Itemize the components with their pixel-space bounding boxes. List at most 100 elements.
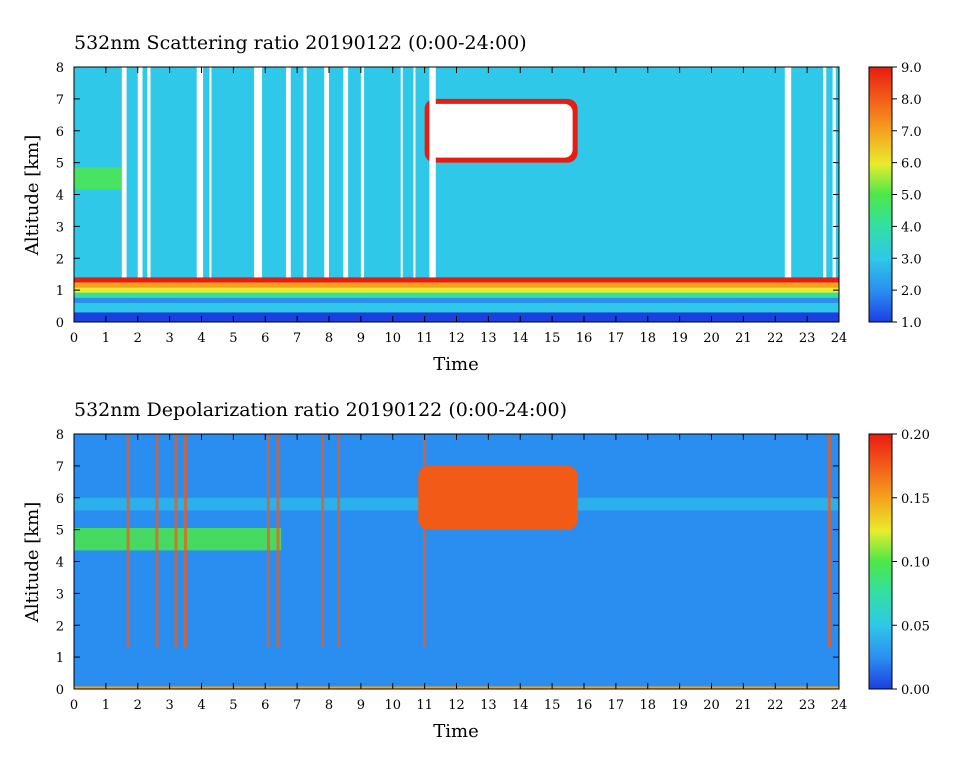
x-tick-label: 22 bbox=[767, 331, 784, 346]
y-axis-label: Altitude [km] bbox=[22, 135, 43, 257]
missing-data-column bbox=[147, 67, 151, 278]
colorbar-tick-label: 2.0 bbox=[901, 284, 922, 299]
y-tick-label: 8 bbox=[56, 61, 64, 76]
x-tick-label: 0 bbox=[70, 331, 78, 346]
x-tick-label: 6 bbox=[261, 698, 269, 713]
colorbar-tick-label: 9.0 bbox=[901, 61, 922, 76]
cloud-region bbox=[418, 465, 578, 530]
depolarization-ratio-panel: 532nm Depolarization ratio 20190122 (0:0… bbox=[22, 399, 930, 742]
x-axis-ticks: 0 1 2 3 4 5 6 7 8 9 10 11 12 13 14 15 16 17 18 19 20 21 22 23 24 bbox=[70, 67, 847, 346]
x-tick-label: 19 bbox=[671, 698, 688, 713]
y-tick-label: 7 bbox=[56, 460, 64, 475]
y-tick-label: 8 bbox=[56, 428, 64, 443]
depolarization-streak bbox=[174, 434, 178, 648]
x-tick-label: 11 bbox=[416, 698, 433, 713]
missing-data-column bbox=[413, 67, 416, 278]
missing-data-column bbox=[196, 67, 204, 278]
colorbar-tick-label: 0.20 bbox=[901, 428, 930, 443]
boundary-layer-band bbox=[74, 287, 839, 293]
x-tick-label: 3 bbox=[165, 331, 173, 346]
depolarization-streak bbox=[337, 434, 341, 648]
x-tick-label: 12 bbox=[448, 698, 465, 713]
elevated-layer bbox=[74, 528, 282, 551]
colorbar-ticks: 0.00 0.05 0.10 0.15 0.20 bbox=[892, 428, 930, 698]
x-tick-label: 8 bbox=[325, 331, 333, 346]
boundary-layer-band bbox=[74, 292, 839, 298]
colorbar-tick-label: 8.0 bbox=[901, 93, 922, 108]
x-tick-label: 23 bbox=[799, 331, 816, 346]
x-tick-label: 0 bbox=[70, 698, 78, 713]
x-tick-label: 1 bbox=[102, 698, 110, 713]
x-tick-label: 21 bbox=[735, 331, 752, 346]
x-tick-label: 3 bbox=[165, 698, 173, 713]
depolarization-streak bbox=[423, 434, 427, 648]
cloud-core bbox=[429, 103, 573, 158]
colorbar-tick-label: 4.0 bbox=[901, 220, 922, 235]
x-tick-label: 17 bbox=[608, 698, 625, 713]
x-tick-label: 17 bbox=[608, 331, 625, 346]
missing-data-column bbox=[784, 67, 792, 278]
colorbar bbox=[868, 66, 893, 323]
depolarization-streak bbox=[126, 434, 130, 648]
y-tick-label: 0 bbox=[56, 683, 64, 698]
x-tick-label: 18 bbox=[639, 698, 656, 713]
x-tick-label: 5 bbox=[229, 331, 237, 346]
x-axis-label: Time bbox=[433, 354, 478, 375]
depolarization-streak bbox=[266, 434, 270, 648]
x-tick-label: 8 bbox=[325, 698, 333, 713]
y-axis-ticks: 0 1 2 3 4 5 6 7 8 bbox=[56, 428, 839, 698]
colorbar-tick-label: 0.10 bbox=[901, 556, 930, 571]
x-tick-label: 13 bbox=[480, 331, 497, 346]
depolarization-streak bbox=[827, 434, 831, 648]
y-tick-label: 2 bbox=[56, 252, 64, 267]
y-tick-label: 3 bbox=[56, 220, 64, 235]
x-tick-label: 13 bbox=[480, 698, 497, 713]
y-tick-label: 5 bbox=[56, 524, 64, 539]
colorbar-tick-label: 1.0 bbox=[901, 316, 922, 331]
x-tick-label: 9 bbox=[357, 331, 365, 346]
x-tick-label: 20 bbox=[703, 331, 720, 346]
x-tick-label: 14 bbox=[512, 698, 529, 713]
x-axis-ticks: 0 1 2 3 4 5 6 7 8 9 10 11 12 13 14 15 16 17 18 19 20 21 22 23 24 bbox=[70, 434, 847, 713]
x-tick-label: 15 bbox=[544, 698, 561, 713]
x-axis-label: Time bbox=[433, 721, 478, 742]
depolarization-streak bbox=[184, 434, 188, 648]
x-tick-label: 7 bbox=[293, 698, 301, 713]
missing-data-column bbox=[343, 67, 349, 278]
colorbar-tick-label: 0.05 bbox=[901, 619, 930, 634]
y-tick-label: 1 bbox=[56, 284, 64, 299]
y-axis-label: Altitude [km] bbox=[22, 502, 43, 624]
heatmap-plot-area bbox=[74, 67, 839, 322]
x-tick-label: 11 bbox=[416, 331, 433, 346]
y-axis-ticks: 0 1 2 3 4 5 6 7 8 bbox=[56, 61, 839, 331]
x-tick-label: 10 bbox=[384, 698, 401, 713]
x-tick-label: 16 bbox=[576, 698, 593, 713]
missing-data-column bbox=[254, 67, 263, 278]
depolarization-streak bbox=[155, 434, 159, 648]
colorbar-ticks: 1.0 2.0 3.0 4.0 5.0 6.0 7.0 8.0 9.0 bbox=[892, 61, 922, 331]
y-tick-label: 6 bbox=[56, 125, 64, 140]
y-tick-label: 4 bbox=[56, 189, 64, 204]
colorbar-tick-label: 5.0 bbox=[901, 189, 922, 204]
x-tick-label: 24 bbox=[831, 331, 848, 346]
elevated-layer bbox=[74, 167, 122, 190]
colorbar-tick-label: 7.0 bbox=[901, 125, 922, 140]
depolarization-streak bbox=[321, 434, 325, 648]
x-tick-label: 15 bbox=[544, 331, 561, 346]
depolarization-streak bbox=[276, 434, 280, 648]
x-tick-label: 19 bbox=[671, 331, 688, 346]
missing-data-column bbox=[303, 67, 307, 278]
x-tick-label: 7 bbox=[293, 331, 301, 346]
x-tick-label: 2 bbox=[134, 698, 142, 713]
missing-data-column bbox=[360, 67, 365, 278]
heatmap-plot-area bbox=[74, 434, 839, 690]
x-tick-label: 6 bbox=[261, 331, 269, 346]
missing-data-column bbox=[121, 67, 127, 278]
missing-data-column bbox=[429, 67, 436, 278]
x-tick-label: 5 bbox=[229, 698, 237, 713]
y-tick-label: 5 bbox=[56, 157, 64, 172]
colorbar-tick-label: 3.0 bbox=[901, 252, 922, 267]
y-tick-label: 6 bbox=[56, 492, 64, 507]
missing-data-column bbox=[823, 67, 827, 278]
